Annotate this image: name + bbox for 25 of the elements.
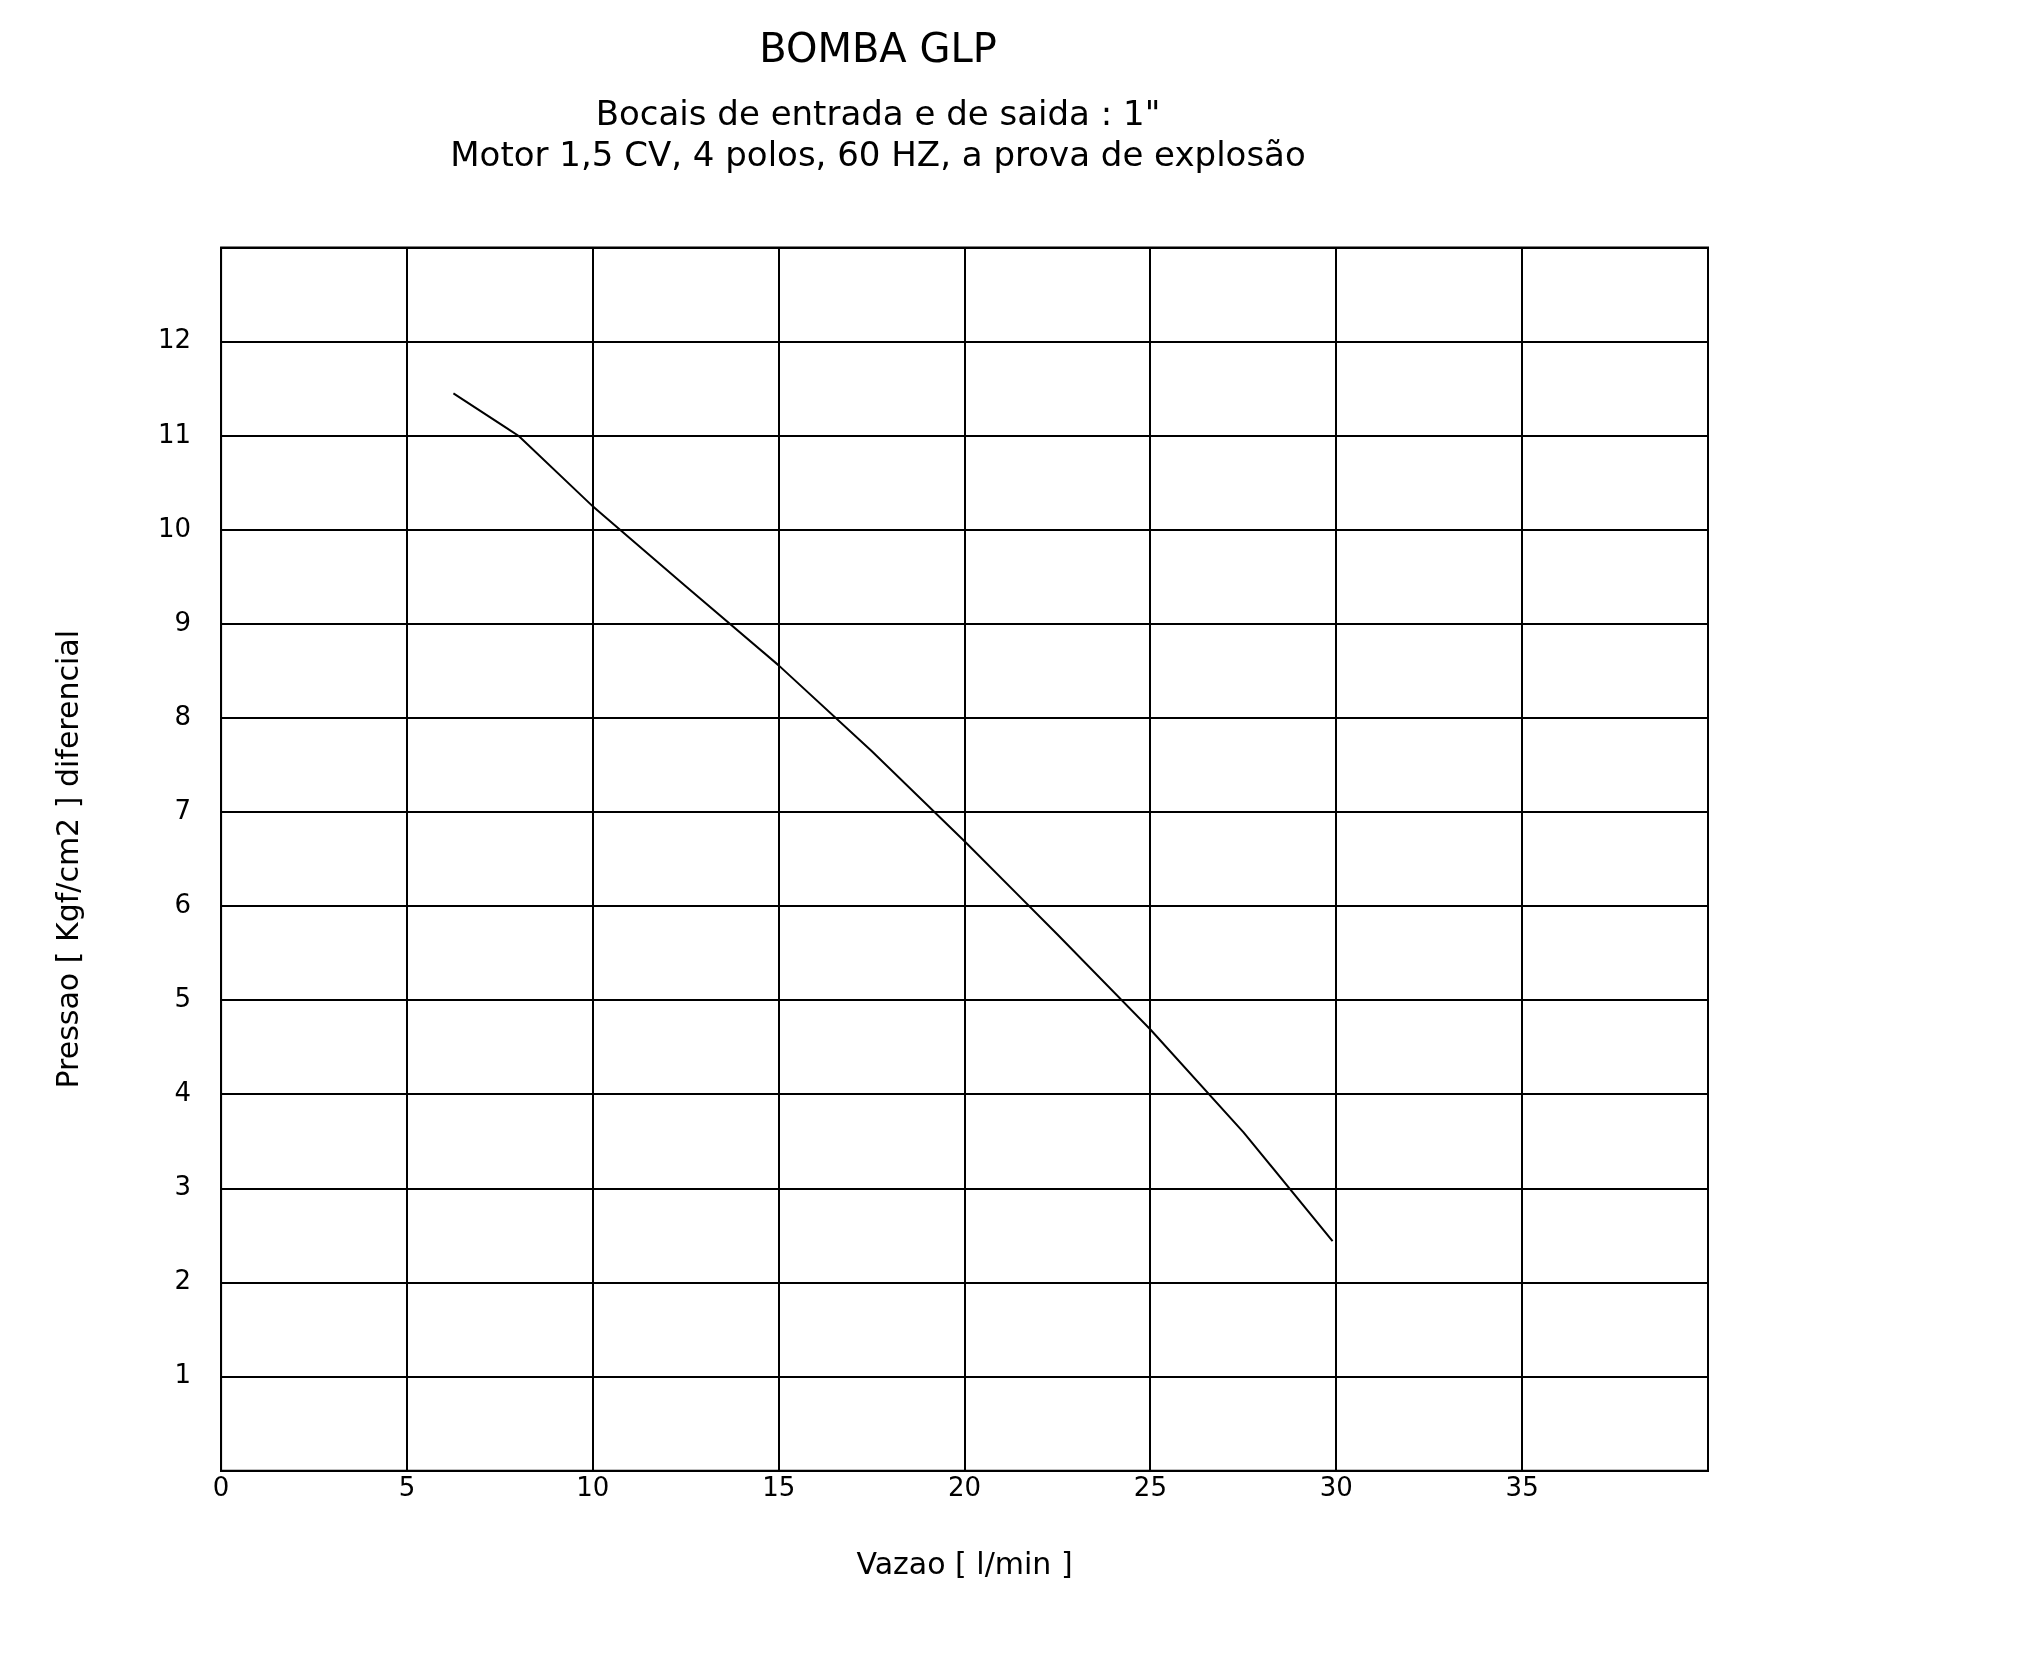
x-tick-label: 5: [398, 1472, 416, 1503]
x-tick-label: 10: [576, 1472, 610, 1503]
y-tick-label: 10: [157, 512, 192, 543]
y-tick-label: 2: [174, 1265, 192, 1296]
x-axis-title: Vazao [ l/min ]: [856, 1545, 1073, 1581]
y-tick-label: 6: [174, 889, 192, 919]
y-tick-label: 9: [174, 606, 192, 637]
x-tick-label: 35: [1505, 1472, 1539, 1503]
y-tick-label: 12: [157, 324, 192, 355]
x-tick-label: 30: [1319, 1472, 1353, 1503]
y-tick-label: 7: [174, 794, 192, 825]
text: Bocais de entrada e de saida : 1": [595, 93, 1161, 134]
y-tick-label: 3: [174, 1171, 192, 1202]
y-tick-label: 11: [157, 418, 192, 449]
x-tick-label: 0: [212, 1472, 230, 1503]
x-tick-label: 15: [762, 1472, 796, 1503]
y-tick-label: 1: [174, 1359, 192, 1390]
x-tick-label: 25: [1133, 1472, 1167, 1503]
text: Motor 1,5 CV, 4 polos, 60 HZ, a prova de explosão: [450, 134, 1306, 175]
y-axis-title: Pressao [ Kgf/cm2 ] diferencial: [49, 629, 85, 1089]
y-tick-label: 5: [174, 983, 192, 1014]
x-tick-label: 20: [948, 1472, 982, 1503]
chart-title: BOMBA GLP: [759, 25, 997, 72]
y-tick-label: 4: [174, 1077, 192, 1108]
y-tick-label: 8: [174, 700, 192, 731]
